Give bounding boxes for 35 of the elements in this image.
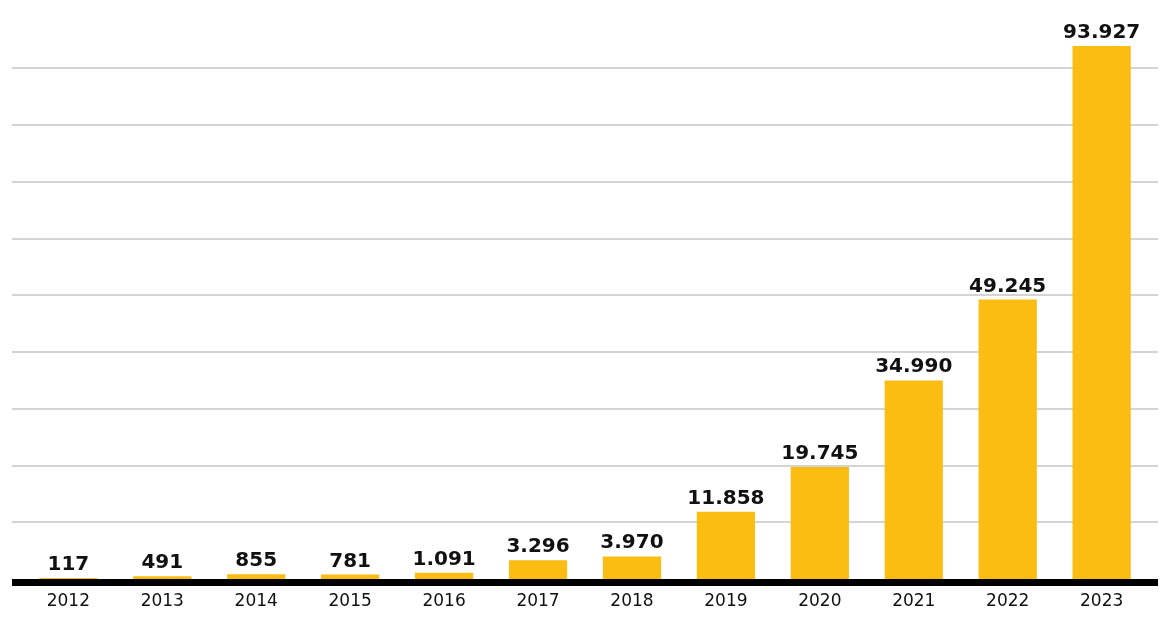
bar bbox=[790, 466, 849, 579]
bar bbox=[978, 299, 1037, 579]
x-tick-label: 2023 bbox=[1080, 590, 1124, 611]
data-label: 855 bbox=[235, 547, 278, 572]
x-tick-label: 2018 bbox=[610, 590, 654, 611]
x-tick-label: 2014 bbox=[234, 590, 278, 611]
data-label: 117 bbox=[47, 551, 90, 575]
bar bbox=[508, 560, 568, 579]
x-tick-label: 2017 bbox=[516, 590, 560, 611]
x-tick-label: 2021 bbox=[892, 590, 936, 611]
data-label: 34.990 bbox=[875, 353, 953, 378]
bar bbox=[414, 572, 474, 579]
bar bbox=[884, 380, 943, 579]
x-tick-label: 2020 bbox=[798, 590, 842, 611]
x-tick-label: 2016 bbox=[422, 590, 466, 611]
data-label: 11.858 bbox=[687, 484, 765, 509]
bar bbox=[133, 576, 192, 579]
data-label: 3.296 bbox=[506, 533, 570, 558]
x-tick-label: 2022 bbox=[986, 590, 1030, 611]
bar bbox=[227, 574, 286, 579]
data-label: 1.091 bbox=[412, 545, 476, 570]
bar bbox=[696, 511, 756, 579]
bar bbox=[602, 556, 662, 579]
data-label: 781 bbox=[329, 547, 372, 572]
data-label: 3.970 bbox=[600, 529, 664, 554]
x-tick-label: 2013 bbox=[140, 590, 184, 611]
x-tick-label: 2012 bbox=[46, 590, 90, 611]
data-label: 93.927 bbox=[1063, 19, 1141, 44]
data-label: 19.745 bbox=[781, 439, 859, 464]
bar bbox=[321, 574, 380, 579]
x-tick-label: 2015 bbox=[328, 590, 372, 611]
data-label: 49.245 bbox=[969, 272, 1047, 297]
bar bbox=[1072, 46, 1131, 579]
data-label: 491 bbox=[141, 549, 184, 574]
x-tick-label: 2019 bbox=[704, 590, 748, 611]
